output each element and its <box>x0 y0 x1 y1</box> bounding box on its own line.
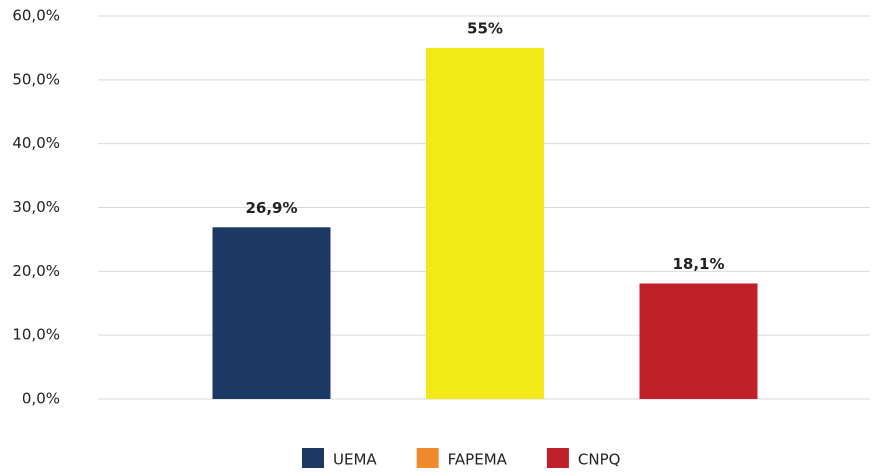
legend-swatch <box>302 448 324 468</box>
legend-label: CNPQ <box>578 451 621 469</box>
legend-swatch <box>416 448 439 468</box>
legend-label: FAPEMA <box>448 451 508 469</box>
value-label: 55% <box>467 19 503 37</box>
y-tick-label: 0,0% <box>22 390 60 408</box>
y-tick-label: 30,0% <box>12 198 60 216</box>
y-tick-label: 20,0% <box>12 262 60 280</box>
bar <box>212 227 331 399</box>
bar <box>639 283 758 399</box>
y-tick-label: 10,0% <box>12 326 60 344</box>
legend-label: UEMA <box>333 451 377 469</box>
y-tick-label: 60,0% <box>12 7 60 25</box>
value-label: 18,1% <box>672 255 724 273</box>
bar <box>426 47 544 400</box>
value-label: 26,9% <box>245 199 297 217</box>
legend-swatch <box>546 448 569 468</box>
y-tick-label: 40,0% <box>12 134 60 152</box>
y-tick-label: 50,0% <box>12 70 60 88</box>
